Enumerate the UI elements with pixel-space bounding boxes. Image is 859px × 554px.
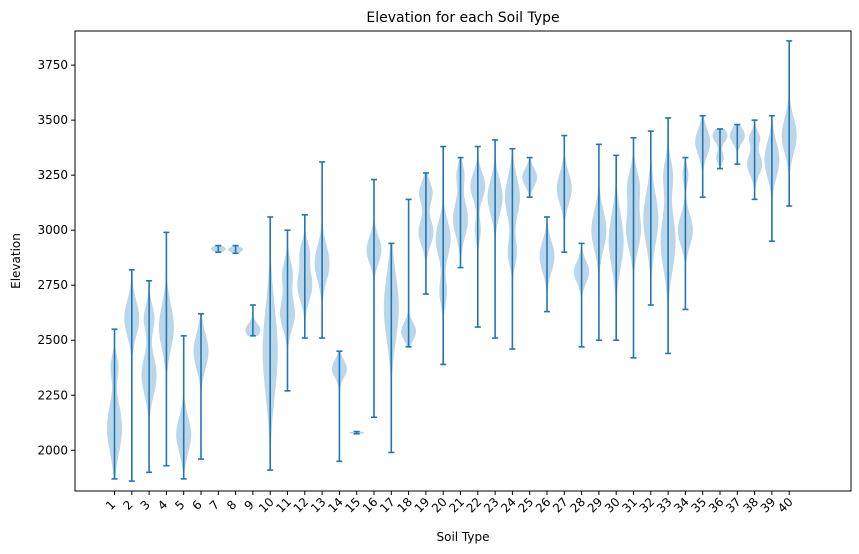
y-tick-label: 3250 [37,168,68,182]
y-tick-label: 3000 [37,223,68,237]
violin-31 [626,136,641,359]
y-tick-label: 2000 [37,443,68,457]
chart-title: Elevation for each Soil Type [366,10,559,26]
violin-25 [522,156,538,198]
violin-4 [158,231,174,467]
y-tick-label: 3500 [37,113,68,127]
violin-13 [314,161,330,339]
violin-20 [435,145,451,366]
violin-27 [556,134,572,253]
x-tick-label: 9 [241,498,256,513]
violin-26 [539,216,555,313]
violin-12 [297,213,313,339]
x-tick-label: 7 [207,498,222,513]
violin-35 [695,114,711,198]
violin-11 [280,229,295,392]
violin-18 [401,198,417,348]
x-tick-label: 5 [172,498,187,513]
y-axis-label: Elevation [9,233,23,289]
violin-33 [660,117,676,355]
x-tick-label: 1 [103,498,118,513]
y-axis: 2000 2250 2500 2750 3000 3250 3500 3750 [37,58,75,457]
violin-30 [608,154,624,342]
x-tick-label: 4 [155,498,170,513]
violin-3 [141,280,157,474]
violin-28 [574,242,590,348]
violin-23 [487,139,503,339]
x-tick-label: 2 [120,498,135,513]
violin-1 [107,328,122,480]
violin-17 [383,242,399,454]
violin-2 [124,269,140,482]
y-tick-label: 2250 [37,388,68,402]
y-tick-label: 3750 [37,58,68,72]
violin-24 [504,147,520,350]
x-tick-label: 40 [775,495,796,516]
violin-10 [262,216,278,471]
violin-6 [193,313,209,460]
violin-8 [228,244,244,255]
violin-22 [470,145,486,328]
violin-15 [349,430,365,435]
violin-19 [418,172,434,295]
violin-36 [712,128,728,170]
x-tick-label: 3 [138,498,153,513]
violin-16 [366,178,382,419]
violin-32 [643,130,659,306]
violin-14 [331,350,347,463]
violin-5 [176,335,192,480]
x-axis-label: Soil Type [436,530,489,544]
violin-39 [764,114,780,242]
violin-34 [677,156,693,311]
violin-21 [453,156,468,269]
violin-29 [591,143,607,342]
violin-body [331,351,347,462]
violin-9 [245,304,261,337]
violin-38 [747,119,763,201]
x-tick-label: 8 [224,498,239,513]
violin-group [107,40,797,482]
violin-40 [781,40,797,207]
y-tick-label: 2750 [37,278,68,292]
x-tick-label: 6 [190,498,205,513]
y-tick-label: 2500 [37,333,68,347]
violin-37 [729,123,745,165]
violin-7 [210,244,226,253]
x-axis: 1 2 3 4 5 6 7 8 9 1011121314151617181920212223242… [103,491,796,516]
plot-area-frame [74,30,852,492]
